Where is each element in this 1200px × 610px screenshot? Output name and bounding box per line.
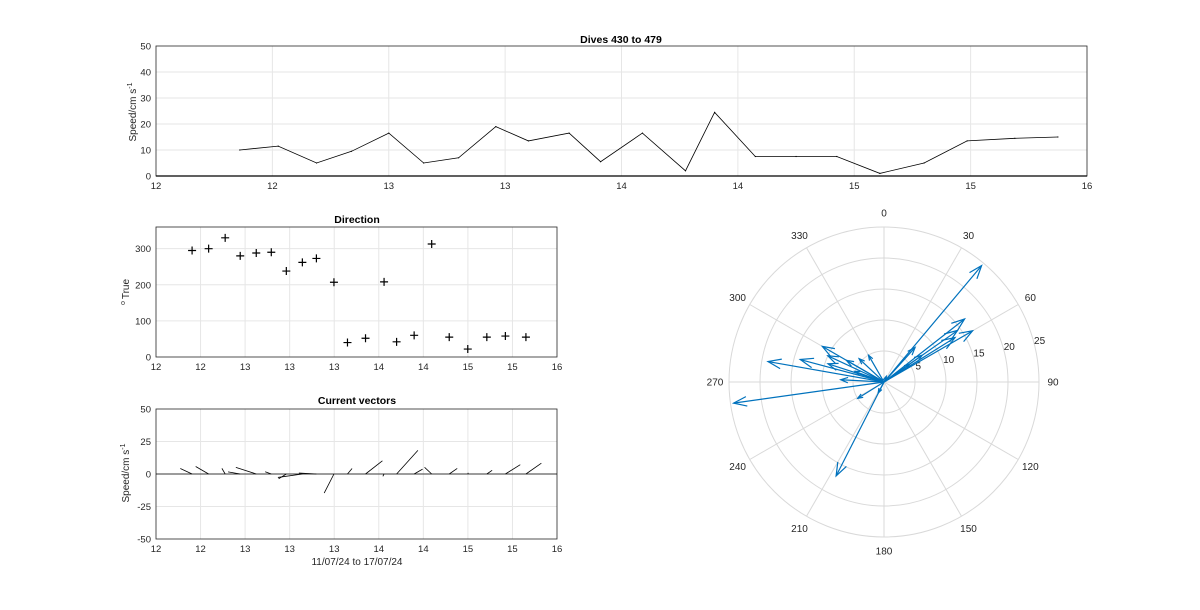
x-tick-label: 14 [373, 544, 384, 555]
radius-tick-label: 25 [1034, 336, 1046, 347]
y-tick-label: -50 [137, 535, 151, 546]
x-tick-label: 15 [965, 181, 976, 192]
vectors-ylabel: Speed/cm s-1 [120, 443, 132, 502]
angle-tick-label: 180 [876, 547, 893, 558]
x-tick-label: 13 [383, 181, 394, 192]
x-tick-label: 13 [240, 362, 251, 373]
radius-tick-label: 20 [1004, 342, 1016, 353]
angle-tick-label: 240 [729, 462, 746, 473]
x-tick-label: 13 [329, 362, 340, 373]
x-tick-label: 14 [418, 362, 429, 373]
y-tick-label: 100 [135, 316, 151, 327]
x-tick-label: 14 [733, 181, 744, 192]
x-tick-label: 14 [373, 362, 384, 373]
x-tick-label: 12 [151, 362, 162, 373]
angle-tick-label: 150 [960, 524, 977, 535]
x-tick-label: 15 [849, 181, 860, 192]
x-tick-label: 16 [552, 362, 563, 373]
radius-tick-label: 10 [943, 355, 955, 366]
y-tick-label: 200 [135, 280, 151, 291]
x-tick-label: 13 [284, 544, 295, 555]
x-tick-label: 12 [195, 362, 206, 373]
y-tick-label: 50 [140, 405, 151, 416]
x-tick-label: 16 [1082, 181, 1093, 192]
x-tick-label: 12 [151, 181, 162, 192]
speed-title: Dives 430 to 479 [580, 34, 662, 46]
angle-tick-label: 30 [963, 231, 975, 242]
angle-tick-label: 270 [707, 378, 724, 389]
angle-tick-label: 330 [791, 231, 808, 242]
angle-tick-label: 300 [729, 293, 746, 304]
x-tick-label: 15 [463, 362, 474, 373]
y-tick-label: 10 [140, 146, 151, 157]
vectors-xlabel: 11/07/24 to 17/07/24 [311, 557, 402, 568]
x-tick-label: 14 [418, 544, 429, 555]
x-tick-label: 15 [507, 362, 518, 373]
x-tick-label: 12 [151, 544, 162, 555]
vectors-title: Current vectors [318, 395, 396, 407]
y-tick-label: 40 [140, 68, 151, 79]
x-tick-label: 13 [329, 544, 340, 555]
x-tick-label: 16 [552, 544, 563, 555]
angle-tick-label: 210 [791, 524, 808, 535]
x-tick-label: 12 [195, 544, 206, 555]
angle-tick-label: 60 [1025, 293, 1037, 304]
y-tick-label: 300 [135, 244, 151, 255]
x-tick-label: 13 [500, 181, 511, 192]
x-tick-label: 13 [284, 362, 295, 373]
radius-tick-label: 15 [973, 349, 985, 360]
angle-tick-label: 0 [881, 209, 887, 220]
speed-ylabel: Speed/cm s-1 [127, 82, 139, 141]
x-tick-label: 15 [507, 544, 518, 555]
y-tick-label: 20 [140, 120, 151, 131]
angle-tick-label: 120 [1022, 462, 1039, 473]
y-tick-label: 50 [140, 42, 151, 53]
x-tick-label: 13 [240, 544, 251, 555]
y-tick-label: 30 [140, 94, 151, 105]
y-tick-label: 0 [146, 470, 151, 481]
x-tick-label: 15 [463, 544, 474, 555]
y-tick-label: -25 [137, 502, 151, 513]
y-tick-label: 0 [146, 172, 151, 183]
y-tick-label: 25 [140, 437, 151, 448]
direction-title: Direction [334, 214, 380, 226]
x-tick-label: 12 [267, 181, 278, 192]
y-tick-label: 0 [146, 353, 151, 364]
angle-tick-label: 90 [1047, 378, 1059, 389]
x-tick-label: 14 [616, 181, 627, 192]
